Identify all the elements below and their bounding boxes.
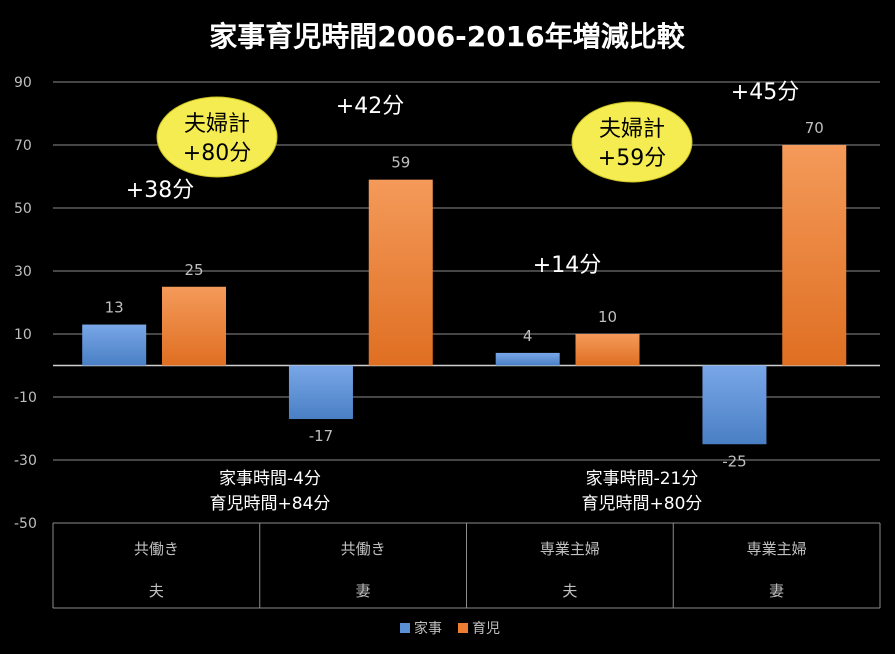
group-note-housework: 家事時間-21分 — [586, 469, 699, 489]
couple-total-callout — [156, 96, 278, 178]
bar-data-label: 25 — [184, 261, 203, 279]
legend-label: 育児 — [472, 621, 500, 637]
bar-育児 — [162, 286, 227, 366]
bar-育児 — [368, 179, 433, 366]
couple-total-value: +80分 — [183, 141, 251, 166]
couple-total-value: +59分 — [598, 146, 666, 171]
y-tick-label: -50 — [14, 516, 37, 532]
bar-育児 — [782, 145, 847, 366]
category-label-work: 専業主婦 — [540, 540, 600, 558]
bar-data-label: 59 — [391, 154, 410, 172]
category-label-person: 夫 — [149, 582, 164, 600]
bar-data-label: 4 — [523, 327, 533, 345]
bar-data-label: -25 — [722, 452, 747, 470]
sum-annotation: +42分 — [336, 94, 404, 119]
y-tick-label: 70 — [14, 138, 32, 154]
category-label-work: 共働き — [341, 540, 386, 558]
couple-total-callout — [571, 101, 693, 183]
bar-data-label: 13 — [105, 299, 124, 317]
group-note-housework: 家事時間-4分 — [219, 469, 321, 489]
sum-annotation: +38分 — [126, 178, 194, 203]
category-label-work: 専業主婦 — [747, 540, 807, 558]
couple-total-label: 夫婦計 — [599, 117, 665, 142]
y-tick-label: 10 — [14, 327, 32, 343]
y-tick-label: 30 — [14, 264, 32, 280]
group-note-childcare: 育児時間+80分 — [582, 494, 703, 514]
bar-家事 — [495, 352, 560, 366]
bar-育児 — [575, 334, 640, 366]
bar-data-label: 70 — [805, 119, 824, 137]
chart-title: 家事育児時間2006-2016年増減比較 — [209, 20, 685, 53]
category-label-person: 妻 — [769, 582, 784, 600]
sum-annotation: +45分 — [731, 80, 799, 105]
bar-家事 — [288, 365, 353, 420]
y-tick-label: 50 — [14, 201, 32, 217]
y-tick-label: -30 — [14, 453, 37, 469]
bar-data-label: 10 — [598, 308, 617, 326]
y-tick-label: -10 — [14, 390, 37, 406]
bar-家事 — [702, 365, 767, 445]
category-label-person: 妻 — [356, 582, 371, 600]
couple-total-label: 夫婦計 — [184, 112, 250, 137]
bar-家事 — [82, 324, 147, 366]
legend-swatch-家事 — [400, 623, 410, 633]
legend-label: 家事 — [414, 620, 442, 637]
y-tick-label: 90 — [14, 75, 32, 91]
category-label-person: 夫 — [562, 582, 577, 600]
group-note-childcare: 育児時間+84分 — [210, 494, 331, 514]
bar-data-label: -17 — [309, 427, 334, 445]
legend-swatch-育児 — [458, 623, 468, 633]
category-label-work: 共働き — [134, 540, 179, 558]
sum-annotation: +14分 — [533, 253, 601, 278]
